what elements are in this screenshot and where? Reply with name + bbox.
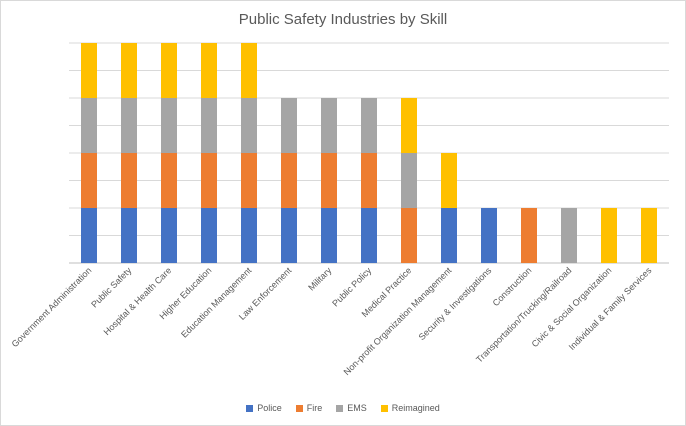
bar-segment-fire — [201, 153, 217, 208]
bar-segment-police — [161, 208, 177, 263]
legend-item-reimagined: Reimagined — [380, 403, 440, 413]
category-label: Civic & Social Organization — [530, 265, 614, 349]
legend-swatch-police — [246, 404, 254, 412]
bar-segment-fire — [161, 153, 177, 208]
legend: Police Fire EMS Reimagined — [1, 403, 685, 413]
legend-label-fire: Fire — [306, 403, 323, 413]
bars — [81, 43, 657, 263]
chart-title: Public Safety Industries by Skill — [238, 11, 448, 28]
bar-segment-police — [201, 208, 217, 263]
bar-segment-reimagined — [121, 43, 137, 98]
legend-label-ems: EMS — [347, 403, 367, 413]
bar-segment-fire — [401, 208, 417, 263]
legend-item-fire: Fire — [295, 403, 323, 413]
bar-segment-police — [281, 208, 297, 263]
category-label: Individual & Family Services — [567, 265, 654, 352]
bar-segment-fire — [521, 208, 537, 263]
bar-segment-ems — [401, 153, 417, 208]
bar-segment-reimagined — [641, 208, 657, 263]
bar-segment-police — [441, 208, 457, 263]
bar-segment-reimagined — [441, 153, 457, 208]
legend-label-police: Police — [257, 403, 282, 413]
bar-segment-reimagined — [161, 43, 177, 98]
bar-segment-reimagined — [241, 43, 257, 98]
legend-item-police: Police — [246, 403, 282, 413]
category-label: Public Safety — [89, 265, 134, 310]
bar-segment-fire — [81, 153, 97, 208]
legend-swatch-ems — [336, 404, 344, 412]
category-label: Hospital & Health Care — [102, 265, 174, 337]
legend-label-reimagined: Reimagined — [391, 403, 440, 413]
legend-item-ems: EMS — [336, 403, 367, 413]
bar-segment-reimagined — [401, 98, 417, 153]
category-label: Security & Investigations — [417, 265, 494, 342]
bar-segment-fire — [121, 153, 137, 208]
bar-segment-reimagined — [201, 43, 217, 98]
bar-segment-police — [361, 208, 377, 263]
bar-segment-fire — [321, 153, 337, 208]
bar-segment-police — [81, 208, 97, 263]
category-label: Public Policy — [330, 265, 374, 309]
bar-segment-ems — [121, 98, 137, 153]
bar-segment-reimagined — [81, 43, 97, 98]
legend-swatch-reimagined — [380, 404, 388, 412]
category-label: Government Administration — [10, 265, 94, 349]
bar-segment-fire — [281, 153, 297, 208]
bar-segment-ems — [161, 98, 177, 153]
bar-segment-fire — [361, 153, 377, 208]
bar-segment-ems — [281, 98, 297, 153]
bar-segment-ems — [321, 98, 337, 153]
bar-segment-ems — [561, 208, 577, 263]
category-label: Construction — [491, 265, 534, 308]
bar-segment-reimagined — [601, 208, 617, 263]
category-label: Military — [306, 265, 334, 293]
category-label: Education Management — [179, 265, 254, 340]
bar-segment-ems — [81, 98, 97, 153]
bar-segment-ems — [241, 98, 257, 153]
bar-segment-fire — [241, 153, 257, 208]
bar-segment-police — [321, 208, 337, 263]
legend-swatch-fire — [295, 404, 303, 412]
bar-segment-police — [241, 208, 257, 263]
bar-segment-ems — [201, 98, 217, 153]
bar-segment-ems — [361, 98, 377, 153]
bar-segment-police — [481, 208, 497, 263]
bar-segment-police — [121, 208, 137, 263]
